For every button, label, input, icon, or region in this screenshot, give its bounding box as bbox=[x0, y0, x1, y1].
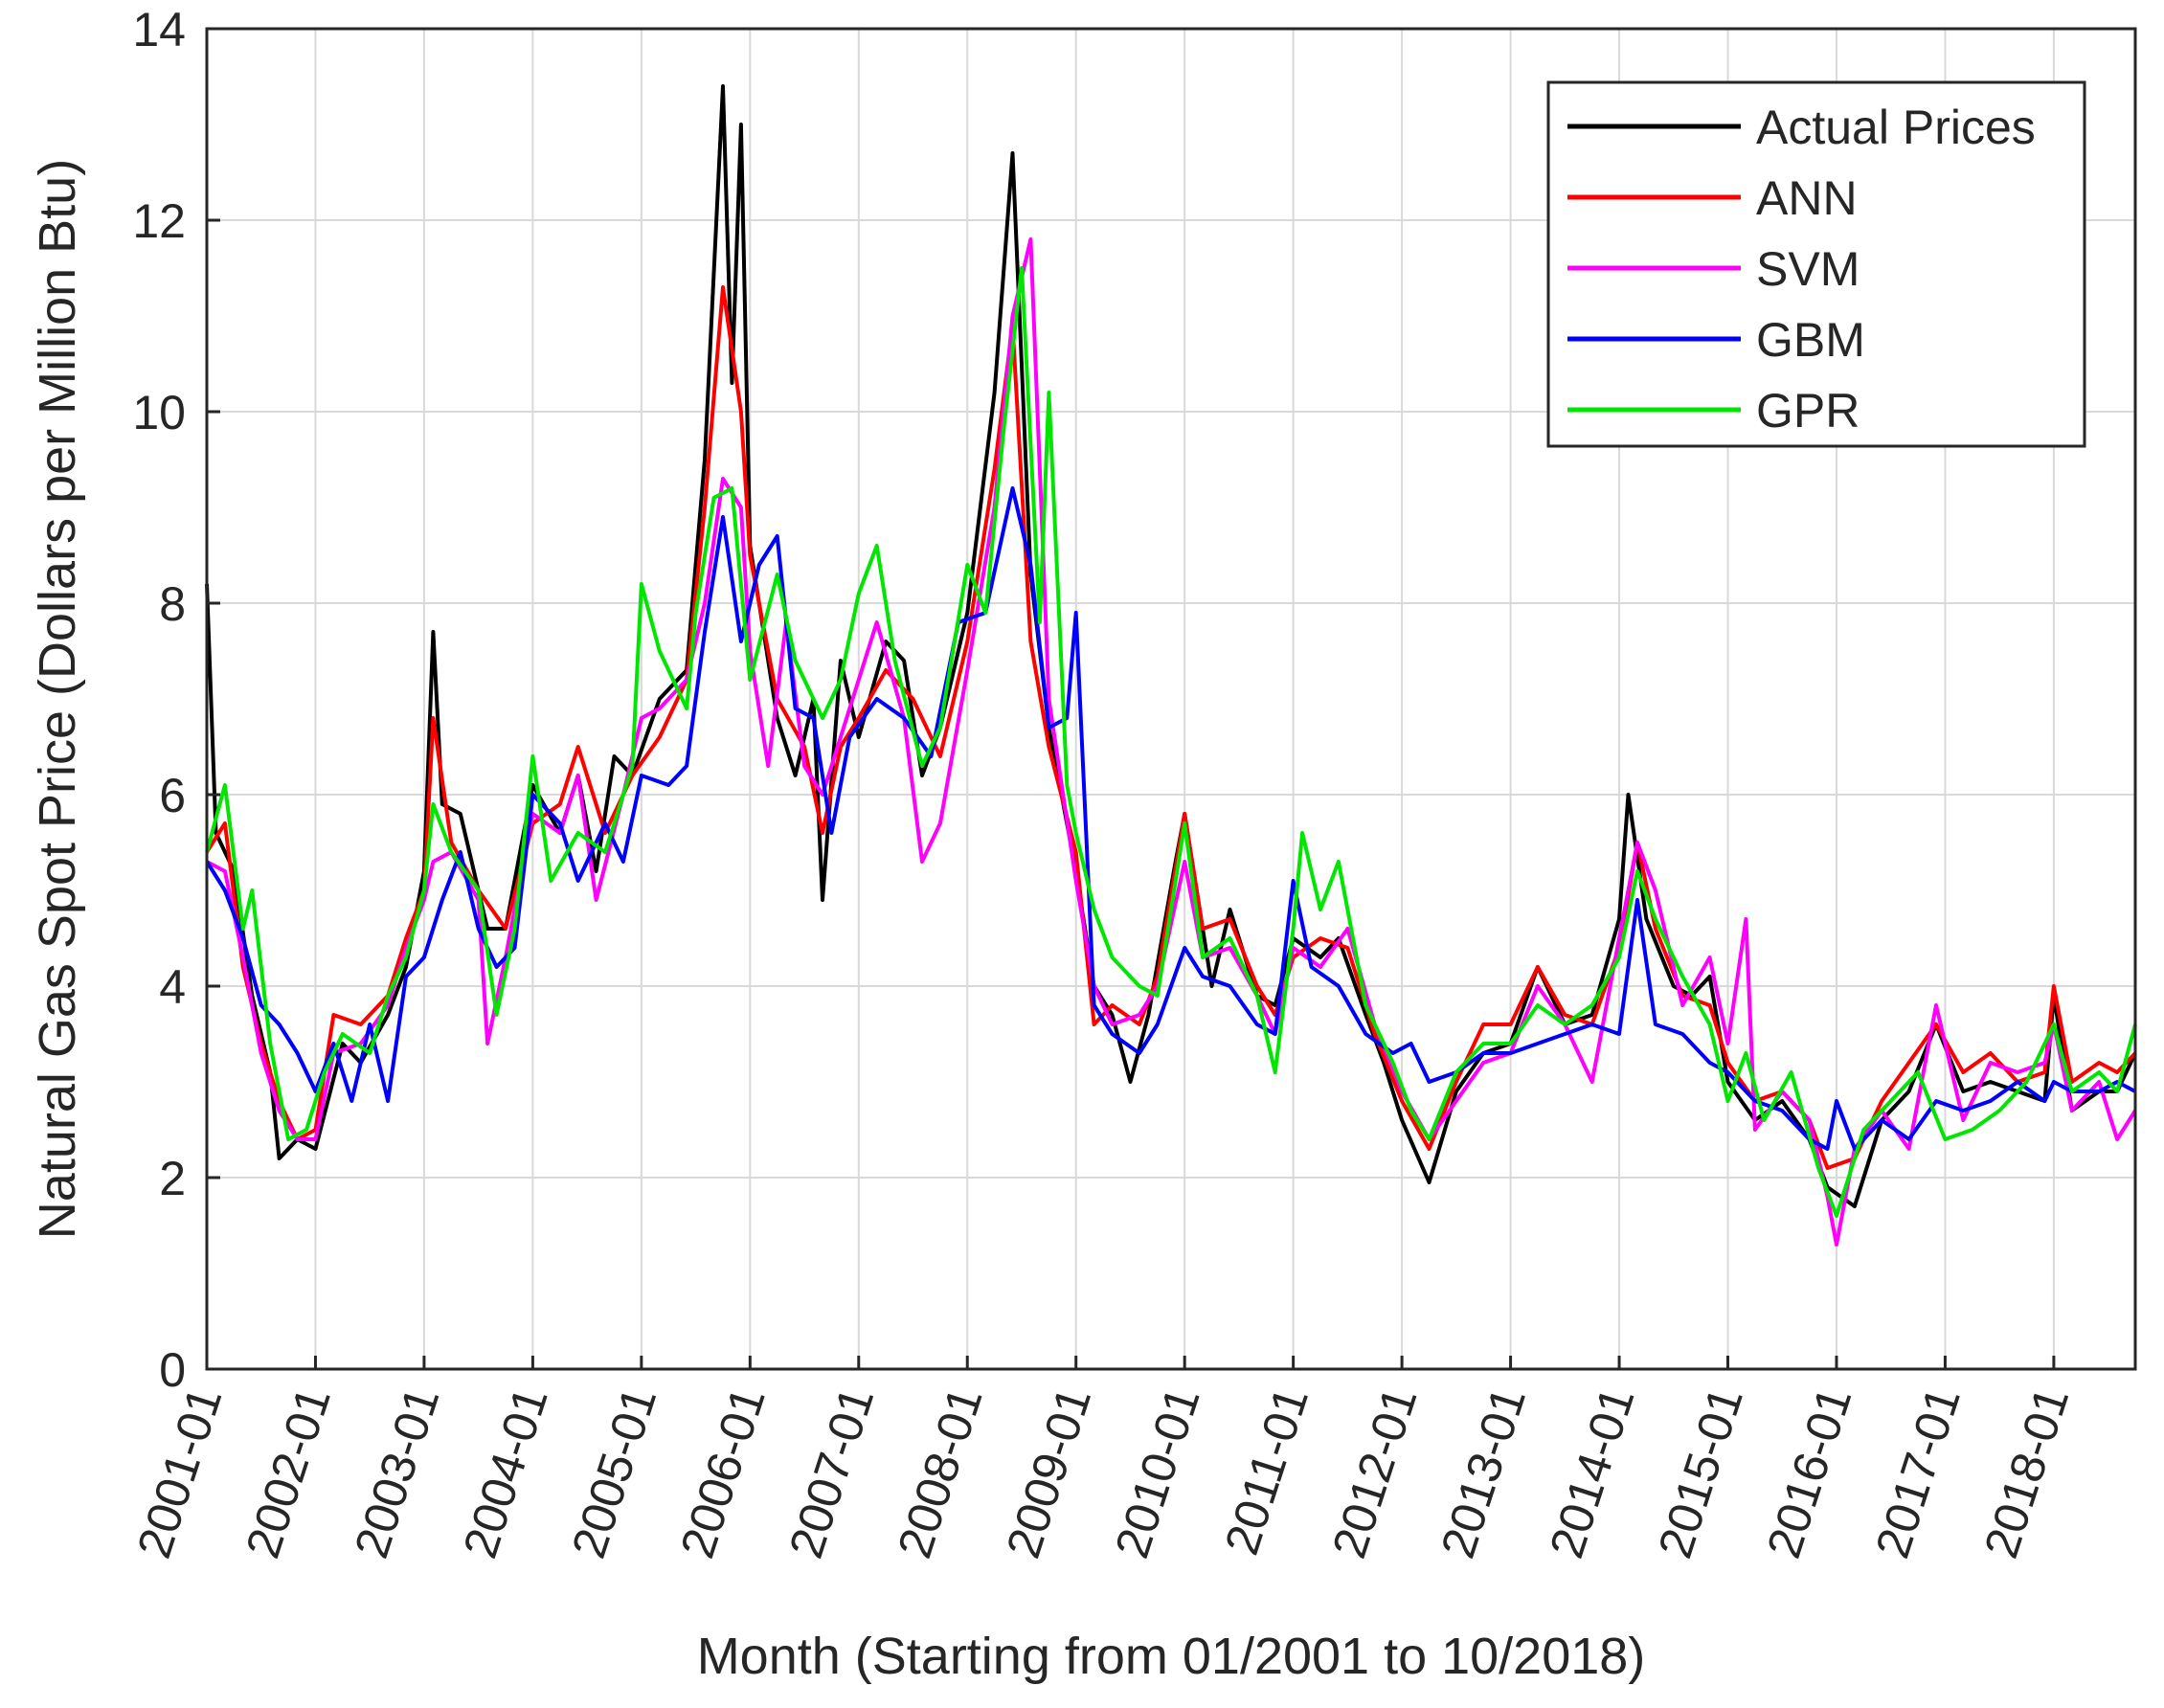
legend-box bbox=[1546, 80, 2086, 448]
y-tick-label: 14 bbox=[132, 3, 186, 56]
x-tick-label: 2005-01 bbox=[561, 1381, 666, 1564]
x-tick-label: 2017-01 bbox=[1865, 1381, 1971, 1564]
legend: Actual Prices ANN SVM GBM GPR bbox=[1546, 80, 2086, 448]
series-line-gpr bbox=[205, 266, 2137, 1218]
y-tick-label: 8 bbox=[159, 577, 186, 631]
legend-label: GPR bbox=[1756, 384, 1860, 438]
x-axis-ticks: 2001-01 2002-01 2003-01 2004-01 2005-01 2006-… bbox=[126, 1356, 2079, 1564]
x-tick-label: 2002-01 bbox=[236, 1381, 341, 1564]
y-axis-ticks: 0 2 4 6 8 10 12 14 bbox=[132, 3, 220, 1397]
x-axis-label: Month (Starting from 01/2001 to 10/2018) bbox=[697, 1628, 1646, 1685]
x-tick-label: 2007-01 bbox=[778, 1381, 884, 1564]
x-tick-label: 2014-01 bbox=[1540, 1381, 1645, 1564]
y-axis-label: Natural Gas Spot Price (Dollars per Mill… bbox=[29, 159, 86, 1239]
y-tick-label: 6 bbox=[159, 769, 186, 822]
x-tick-label: 2011-01 bbox=[1214, 1381, 1319, 1561]
x-tick-label: 2008-01 bbox=[888, 1381, 993, 1564]
y-tick-label: 2 bbox=[159, 1152, 186, 1205]
legend-label: GBM bbox=[1756, 313, 1865, 367]
legend-label: SVM bbox=[1756, 242, 1860, 296]
x-tick-label: 2013-01 bbox=[1431, 1381, 1536, 1564]
legend-label: Actual Prices bbox=[1756, 101, 2036, 154]
x-tick-label: 2010-01 bbox=[1105, 1381, 1210, 1564]
y-tick-label: 0 bbox=[159, 1343, 186, 1397]
x-tick-label: 2004-01 bbox=[453, 1381, 558, 1564]
y-tick-label: 4 bbox=[159, 960, 186, 1014]
x-tick-label: 2018-01 bbox=[1973, 1381, 2079, 1564]
y-tick-label: 12 bbox=[132, 194, 186, 248]
legend-label: ANN bbox=[1756, 171, 1858, 225]
x-tick-label: 2009-01 bbox=[996, 1381, 1101, 1564]
y-tick-label: 10 bbox=[132, 386, 186, 439]
plot-frame bbox=[205, 27, 2137, 1371]
x-tick-label: 2001-01 bbox=[126, 1381, 232, 1564]
x-tick-label: 2006-01 bbox=[670, 1381, 776, 1564]
x-tick-label: 2003-01 bbox=[344, 1381, 449, 1564]
x-tick-label: 2016-01 bbox=[1756, 1381, 1861, 1564]
x-tick-label: 2015-01 bbox=[1648, 1381, 1753, 1564]
x-tick-label: 2012-01 bbox=[1322, 1381, 1428, 1564]
series-lines bbox=[205, 84, 2137, 1247]
